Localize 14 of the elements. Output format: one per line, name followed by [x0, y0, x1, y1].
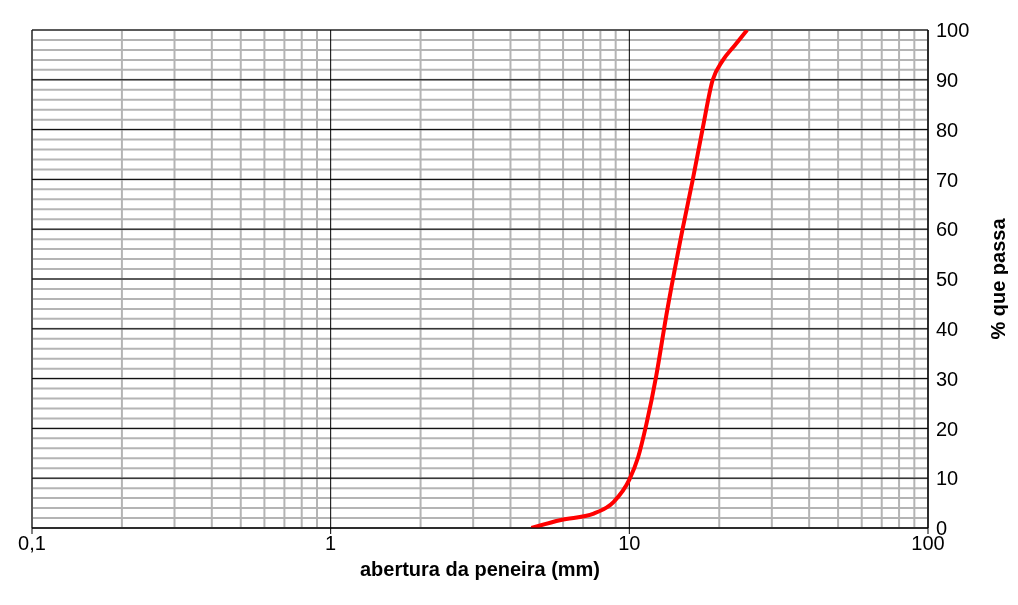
x-tick-label: 0,1 [18, 532, 46, 555]
x-tick-label: 1 [325, 532, 337, 555]
x-tick-label: 10 [618, 532, 641, 555]
y-tick-label: 30 [936, 367, 959, 390]
y-tick-label: 70 [936, 168, 959, 191]
y-tick-label: 10 [936, 467, 959, 490]
y-tick-label: 90 [936, 68, 959, 91]
y-tick-label: 100 [936, 19, 970, 42]
x-axis-title: abertura da peneira (mm) [359, 558, 601, 580]
y-tick-label: 60 [936, 218, 959, 241]
y-tick-label: 80 [936, 118, 959, 141]
y-tick-label: 40 [936, 317, 959, 340]
y-tick-label: 20 [936, 417, 959, 440]
y-tick-label: 50 [936, 268, 959, 291]
